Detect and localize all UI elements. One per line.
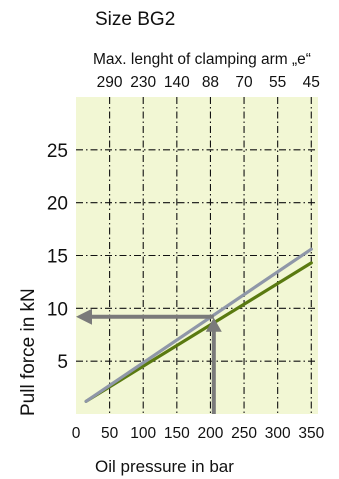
top-tick-label-230: 230: [130, 74, 156, 91]
series-line-1: [84, 261, 313, 403]
x-tick-label-250: 250: [231, 425, 257, 442]
top-tick-label-140: 140: [164, 74, 190, 91]
top-tick-label-55: 55: [269, 74, 286, 91]
data-series: [84, 247, 313, 403]
top-tick-label-45: 45: [303, 74, 320, 91]
y-tick-label-5: 5: [57, 352, 68, 373]
top-tick-label-290: 290: [97, 74, 123, 91]
chart-title: Size BG2: [95, 9, 175, 30]
x-tick-label-50: 50: [101, 425, 119, 442]
reading-arrow: [76, 308, 222, 414]
x-tick-label-0: 0: [72, 425, 81, 442]
x-tick-label-200: 200: [198, 425, 224, 442]
y-axis-label: Pull force in kN: [18, 288, 39, 416]
y-tick-label-25: 25: [47, 141, 68, 162]
x-tick-label-350: 350: [298, 425, 324, 442]
x-tick-label-150: 150: [164, 425, 190, 442]
top-tick-label-70: 70: [235, 74, 253, 91]
y-tick-label-10: 10: [47, 299, 68, 320]
x-axis-label: Oil pressure in bar: [95, 457, 234, 476]
arrow-up-head: [205, 317, 222, 332]
x-tick-label-300: 300: [265, 425, 291, 442]
top-tick-label-88: 88: [202, 74, 219, 91]
arrow-left-head: [76, 308, 92, 325]
top-tick-labels: 290 230 140 88 70 55 45: [97, 74, 320, 91]
series-line-2: [84, 247, 313, 403]
top-axis-label: Max. lenght of clamping arm „e“: [93, 51, 311, 68]
x-tick-labels: 0 50 100 150 200 250 300 350: [72, 425, 325, 442]
y-tick-labels: 5 10 15 20 25: [47, 141, 68, 373]
y-tick-label-20: 20: [47, 194, 68, 215]
y-tick-label-15: 15: [47, 247, 68, 268]
x-tick-label-100: 100: [130, 425, 156, 442]
